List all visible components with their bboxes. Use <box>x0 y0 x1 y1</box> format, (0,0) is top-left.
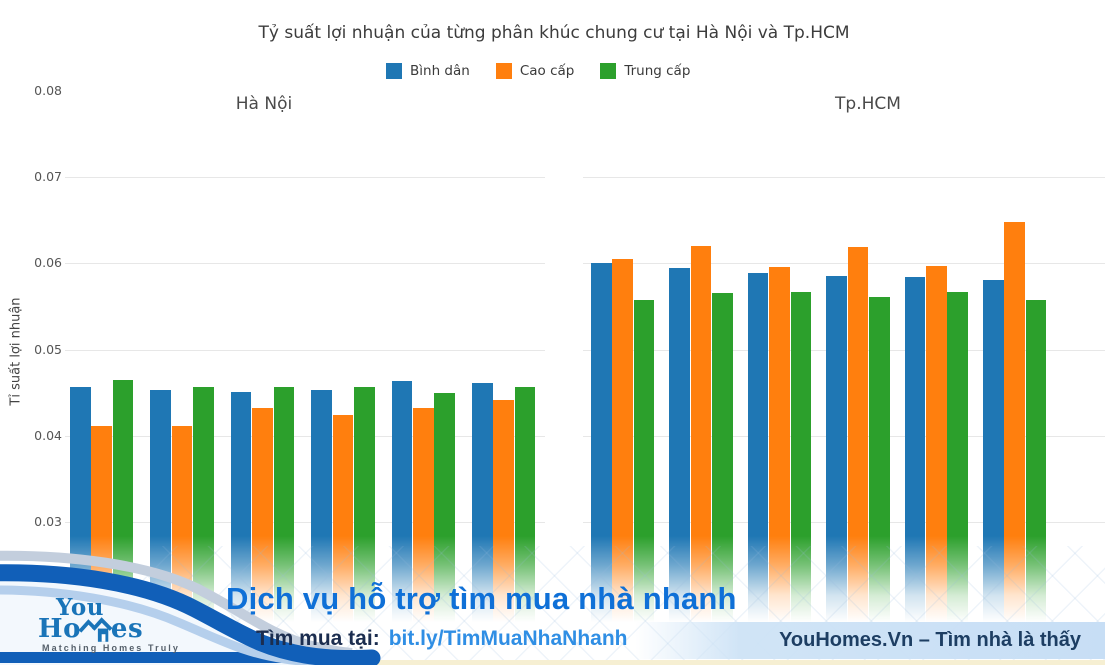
y-tick-label: 0.04 <box>34 427 62 443</box>
y-tick-label: 0.06 <box>34 255 62 271</box>
chart-title: Tỷ suất lợi nhuận của từng phân khúc chu… <box>258 23 850 43</box>
y-tick-label: 0.05 <box>34 341 62 357</box>
gridline <box>65 522 545 523</box>
logo-homes-text: Ho es <box>38 614 143 644</box>
facet-label-ha-noi: Hà Nội <box>235 94 293 114</box>
logo-ho-text: Ho <box>38 614 81 644</box>
right-footer-strip: YouHomes.Vn – Tìm nhà là thấy <box>635 622 1105 659</box>
legend-item-trung-cap: Trung cấp <box>600 63 690 79</box>
legend-item-cao-cap: Cao cấp <box>495 63 575 79</box>
chart-legend: Bình dân Cao cấp Trung cấp <box>386 63 690 79</box>
legend-item-binh-dan: Bình dân <box>386 63 470 79</box>
bar <box>847 246 869 630</box>
bar <box>690 246 712 630</box>
gridline <box>65 435 545 437</box>
bar <box>1004 221 1025 630</box>
legend-label-trung-cap: Trung cấp <box>624 63 691 79</box>
gridline <box>583 177 1105 178</box>
footer-tagline: YouHomes.Vn – Tìm nhà là thấy <box>779 629 1081 651</box>
facet-label-tp-hcm: Tp.HCM <box>835 94 901 114</box>
blue-swoosh-ribbon <box>0 550 381 665</box>
ribbon-dark-band <box>0 564 381 665</box>
legend-label-binh-dan: Bình dân <box>410 63 470 79</box>
legend-label-cao-cap: Cao cấp <box>519 63 575 79</box>
gridline <box>65 177 545 178</box>
cream-bottom-line <box>0 660 1105 665</box>
gridline <box>583 263 1105 265</box>
cta-link[interactable]: bit.ly/TimMuaNhaNhanh <box>388 627 628 650</box>
y-tick-label: 0.08 <box>34 82 62 98</box>
y-tick-label: 0.07 <box>34 169 62 184</box>
logo-es-text: es <box>110 614 144 644</box>
cta-label: Tìm mua tại: <box>256 627 380 650</box>
banner-headline: Dịch vụ hỗ trợ tìm mua nhà nhanh <box>226 581 737 616</box>
legend-swatch-cao-cap <box>495 63 512 79</box>
gridline <box>65 263 545 265</box>
logo-slogan: Matching Homes Truly <box>42 643 181 653</box>
legend-swatch-trung-cap <box>600 63 617 79</box>
logo-you-text: You <box>56 594 104 621</box>
banner-cta: Tìm mua tại: bit.ly/TimMuaNhaNhanh <box>256 627 627 651</box>
y-tick-label: 0.03 <box>34 514 62 529</box>
house-icon <box>78 617 113 642</box>
ribbon-light-upper-band <box>0 550 353 658</box>
ribbon-bottom-strip <box>0 652 330 663</box>
legend-swatch-binh-dan <box>386 63 402 79</box>
gridline <box>65 349 545 351</box>
